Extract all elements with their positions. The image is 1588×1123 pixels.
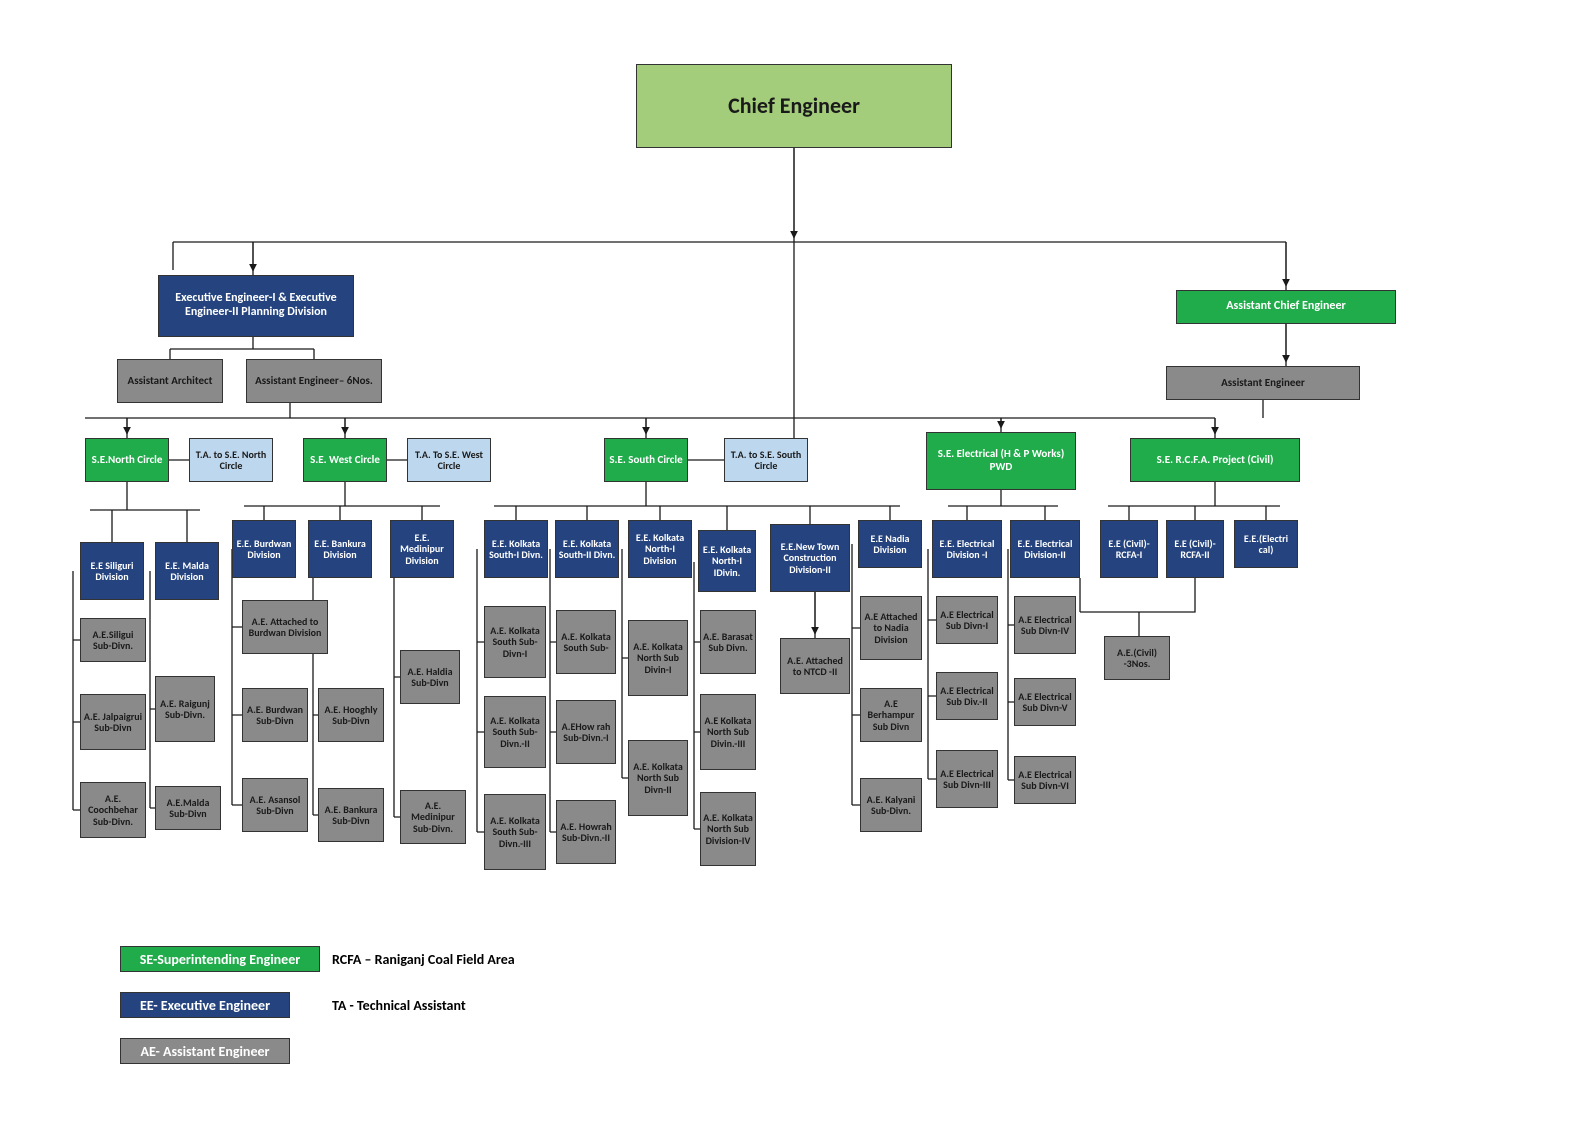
node-aeAsn: A.E. Asansol Sub-Divn	[242, 778, 308, 832]
node-aeCoo: A.E. Coochbehar Sub-Divn.	[80, 782, 146, 838]
node-eeMal: E.E. Malda Division	[155, 542, 219, 600]
node-aeCv3: A.E.(Civil) -3Nos.	[1104, 636, 1170, 680]
node-taW: T.A. To S.E. West Circle	[407, 438, 491, 482]
node-aeHal: A.E. Haldia Sub-Divn	[400, 650, 460, 704]
node-eeMed: E.E. Medinipur Division	[390, 520, 454, 578]
node-aeE2: A.E Electrical Sub Div.-II	[936, 672, 998, 720]
node-aeE6: A.E Electrical Sub Divn-VI	[1014, 756, 1076, 804]
node-seRcfa: S.E. R.C.F.A. Project (Civil)	[1130, 438, 1300, 482]
legend-row-ae: AE- Assistant Engineer	[120, 1038, 290, 1064]
node-aeHow2: A.E. Howrah Sub-Divn.-II	[556, 800, 616, 864]
node-eeNad: E.E Nadia Division	[858, 520, 922, 568]
node-aeABur: A.E. Attached to Burdwan Division	[242, 600, 328, 654]
node-aeBer: A.E Berhampur Sub Divn	[860, 688, 922, 742]
node-aeE3: A.E Electrical Sub Divn-III	[936, 750, 998, 808]
node-aeKN4: A.E. Kolkata North Sub Division-IV	[700, 792, 756, 866]
node-ae6: Assistant Engineer– 6Nos.	[246, 359, 382, 403]
node-seElec: S.E. Electrical (H & P Works) PWD	[926, 432, 1076, 490]
node-seN: S.E.North Circle	[85, 438, 169, 482]
node-eePlan: Executive Engineer-I & Executive Enginee…	[158, 275, 354, 337]
node-aeANad: A.E Attached to Nadia Division	[860, 596, 922, 660]
node-eeBur: E.E. Burdwan Division	[232, 520, 296, 578]
legend-swatch-ae: AE- Assistant Engineer	[120, 1038, 290, 1064]
node-aeE4: A.E Electrical Sub Divn-IV	[1014, 596, 1076, 654]
node-eeEl1: E.E. Electrical Division -I	[932, 520, 1002, 578]
node-eeRc2: E.E (Civil)-RCFA-II	[1166, 520, 1224, 578]
node-aeKS3: A.E. Kolkata South Sub-Divn.-III	[484, 794, 546, 870]
node-aeKal: A.E. Kalyani Sub-Divn.	[860, 778, 922, 832]
node-aeE1: A.E Electrical Sub Divn-I	[936, 596, 998, 644]
node-aeHoo: A.E. Hooghly Sub-Divn	[318, 688, 384, 742]
node-eeElC: E.E.(Electri cal)	[1234, 520, 1298, 568]
legend-swatch-ee: EE- Executive Engineer	[120, 992, 290, 1018]
node-eeBan: E.E. Bankura Division	[308, 520, 372, 578]
node-aeKS2: A.E. Kolkata South Sub-Divn.-II	[484, 696, 546, 768]
node-aeHow1: A.EHow rah Sub-Divn.-I	[556, 700, 616, 764]
legend-row-ee: EE- Executive Engineer TA - Technical As…	[120, 992, 466, 1018]
node-aeSil: A.E.Siligui Sub-Divn.	[80, 618, 146, 662]
node-eeSil: E.E Siliguri Division	[80, 542, 144, 600]
node-aeBanS: A.E. Bankura Sub-Divn	[318, 788, 384, 842]
node-eeKS1: E.E. Kolkata South-I Divn.	[484, 520, 548, 578]
legend-row-se: SE-Superintending Engineer RCFA – Raniga…	[120, 946, 515, 972]
node-aeBar: A.E. Barasat Sub Divn.	[700, 610, 756, 674]
node-chief: Chief Engineer	[636, 64, 952, 148]
node-eeEl2: E.E. Electrical Division-II	[1010, 520, 1080, 578]
node-aeJal: A.E. Jalpaigrui Sub-Divn	[80, 694, 146, 750]
node-aArch: Assistant Architect	[117, 359, 223, 403]
node-seW: S.E. West Circle	[303, 438, 387, 482]
node-seS: S.E. South Circle	[604, 438, 688, 482]
node-aeRai: A.E. Raigunj Sub-Divn.	[155, 676, 215, 742]
node-eeKS2: E.E. Kolkata South-II Divn.	[555, 520, 619, 578]
node-aeBurS: A.E. Burdwan Sub-Divn	[242, 688, 308, 742]
node-eeNtcd: E.E.New Town Construction Division-II	[770, 524, 850, 592]
legend-swatch-se: SE-Superintending Engineer	[120, 946, 320, 972]
node-aeNtcd: A.E. Attached to NTCD -II	[780, 638, 850, 694]
node-eeRc1: E.E (Civil)-RCFA-I	[1100, 520, 1158, 578]
node-aeMedS: A.E. Medinipur Sub-Divn.	[400, 790, 466, 844]
node-aeKN2: A.E. Kolkata North Sub Divn-II	[628, 740, 688, 816]
legend-text-ta: TA - Technical Assistant	[332, 997, 466, 1014]
node-aeKSb: A.E. Kolkata South Sub-	[556, 610, 616, 674]
node-aeKN1: A.E. Kolkata North Sub Divin-I	[628, 620, 688, 696]
node-taS: T.A. to S.E. South Circle	[724, 438, 808, 482]
node-aeE5: A.E Electrical Sub Divn-V	[1014, 678, 1076, 726]
node-eeKN1b: E.E. Kolkata North-I IDivin.	[698, 530, 756, 592]
node-taN: T.A. to S.E. North Circle	[189, 438, 273, 482]
legend-text-rcfa: RCFA – Raniganj Coal Field Area	[332, 951, 515, 968]
node-aeAce: Assistant Engineer	[1166, 366, 1360, 400]
node-eeKN1: E.E. Kolkata North-I Division	[628, 520, 692, 578]
node-aeKN3: A.E Kolkata North Sub Divin.-III	[700, 694, 756, 770]
node-aeKS1: A.E. Kolkata South Sub-Divn-I	[484, 606, 546, 678]
node-aeMalS: A.E.Malda Sub-Divn	[155, 786, 221, 830]
node-ace: Assistant Chief Engineer	[1176, 290, 1396, 324]
